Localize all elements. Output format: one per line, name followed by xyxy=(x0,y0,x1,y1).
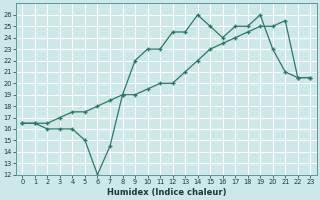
X-axis label: Humidex (Indice chaleur): Humidex (Indice chaleur) xyxy=(107,188,226,197)
